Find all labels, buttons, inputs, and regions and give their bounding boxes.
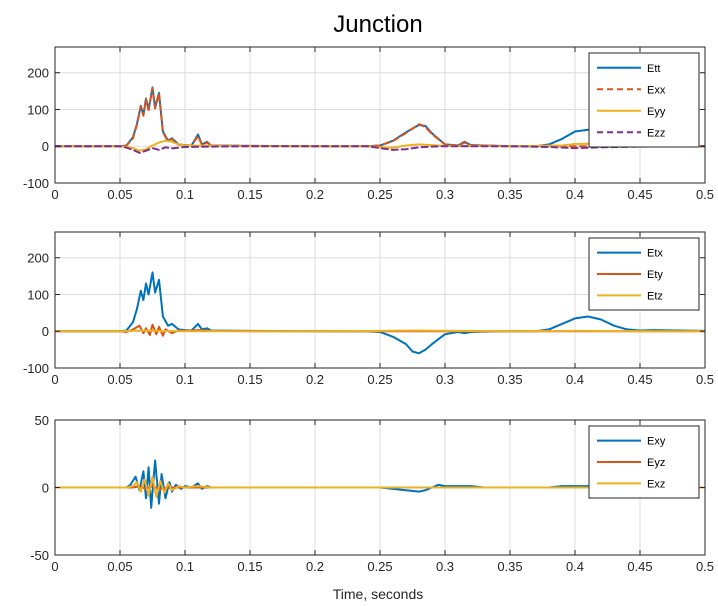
- x-tick-label: 0.5: [696, 559, 714, 574]
- y-tick-label: 200: [27, 251, 49, 266]
- x-tick-label: 0.05: [107, 187, 132, 202]
- legend-label-ety: Ety: [647, 269, 663, 281]
- y-tick-label: 0: [42, 481, 49, 496]
- series-line-exz: [55, 475, 705, 498]
- legend-label-eyz: Eyz: [647, 457, 665, 469]
- y-tick-label: -50: [30, 548, 49, 563]
- legend-label-exx: Exx: [647, 84, 666, 96]
- legend: Ett Exx Eyy Ezz: [588, 52, 700, 148]
- x-tick-label: 0.05: [107, 372, 132, 387]
- series-line-etz: [55, 329, 705, 333]
- x-tick-label: 0.1: [176, 372, 194, 387]
- y-tick-label: 200: [27, 66, 49, 81]
- x-tick-label: 0.2: [306, 559, 324, 574]
- legend-label-exy: Exy: [647, 436, 666, 448]
- x-tick-label: 0.25: [367, 559, 392, 574]
- legend-label-etz: Etz: [647, 290, 663, 302]
- y-tick-label: 0: [42, 139, 49, 154]
- x-tick-label: 0.2: [306, 187, 324, 202]
- series-group: [55, 86, 705, 154]
- y-tick-label: 50: [35, 413, 49, 428]
- x-tick-label: 0.45: [627, 372, 652, 387]
- x-tick-label: 0.4: [566, 372, 584, 387]
- x-tick-label: 0.4: [566, 559, 584, 574]
- y-tick-label: -100: [23, 361, 49, 376]
- subplots: 0 0.05 0.1 0.15 0.2 0.25 0.3 0.35 0.4 0.45 0.5 -100…: [23, 46, 714, 574]
- x-tick-label: 0.35: [497, 372, 522, 387]
- x-tick-label: 0.15: [237, 559, 262, 574]
- y-tick-label: 0: [42, 324, 49, 339]
- x-tick-label: 0.25: [367, 187, 392, 202]
- x-tick-label: 0: [51, 187, 58, 202]
- x-axis-label: Time, seconds: [333, 586, 424, 602]
- subplot-1: 0 0.05 0.1 0.15 0.2 0.25 0.3 0.35 0.4 0.45 0.5 -100…: [23, 46, 714, 202]
- subplot-3: 0 0.05 0.1 0.15 0.2 0.25 0.3 0.35 0.4 0.45 0.5-500…: [30, 413, 714, 574]
- x-tick-label: 0.3: [436, 372, 454, 387]
- legend-label-exz: Exz: [647, 478, 665, 490]
- x-tick-label: 0: [51, 372, 58, 387]
- x-tick-label: 0.1: [176, 187, 194, 202]
- x-tick-label: 0.2: [306, 372, 324, 387]
- legend-label-ezz: Ezz: [647, 127, 665, 139]
- x-tick-label: 0.3: [436, 187, 454, 202]
- series-line-exx: [55, 87, 705, 148]
- legend: Etx Ety Etz: [588, 237, 700, 311]
- subplot-2: 0 0.05 0.1 0.15 0.2 0.25 0.3 0.35 0.4 0.45 0.5 -100…: [23, 231, 714, 387]
- x-tick-label: 0.3: [436, 559, 454, 574]
- x-tick-label: 0: [51, 559, 58, 574]
- y-tick-label: 100: [27, 102, 49, 117]
- x-tick-label: 0.45: [627, 187, 652, 202]
- legend: Exy Eyz Exz: [588, 425, 700, 499]
- legend-label-eyy: Eyy: [647, 106, 666, 118]
- y-tick-label: -100: [23, 176, 49, 191]
- y-tick-label: 100: [27, 287, 49, 302]
- x-tick-label: 0.15: [237, 372, 262, 387]
- x-tick-label: 0.05: [107, 559, 132, 574]
- series-group: [55, 459, 705, 509]
- legend-label-etx: Etx: [647, 248, 663, 260]
- x-tick-label: 0.5: [696, 372, 714, 387]
- x-tick-label: 0.4: [566, 187, 584, 202]
- legend-label-ett: Ett: [647, 63, 660, 75]
- series-group: [55, 271, 705, 355]
- x-tick-label: 0.15: [237, 187, 262, 202]
- x-tick-label: 0.1: [176, 559, 194, 574]
- x-tick-label: 0.35: [497, 559, 522, 574]
- x-tick-label: 0.45: [627, 559, 652, 574]
- series-line-ezz: [55, 145, 705, 154]
- figure-title: Junction: [333, 11, 422, 38]
- x-tick-label: 0.25: [367, 372, 392, 387]
- x-tick-label: 0.5: [696, 187, 714, 202]
- x-tick-label: 0.35: [497, 187, 522, 202]
